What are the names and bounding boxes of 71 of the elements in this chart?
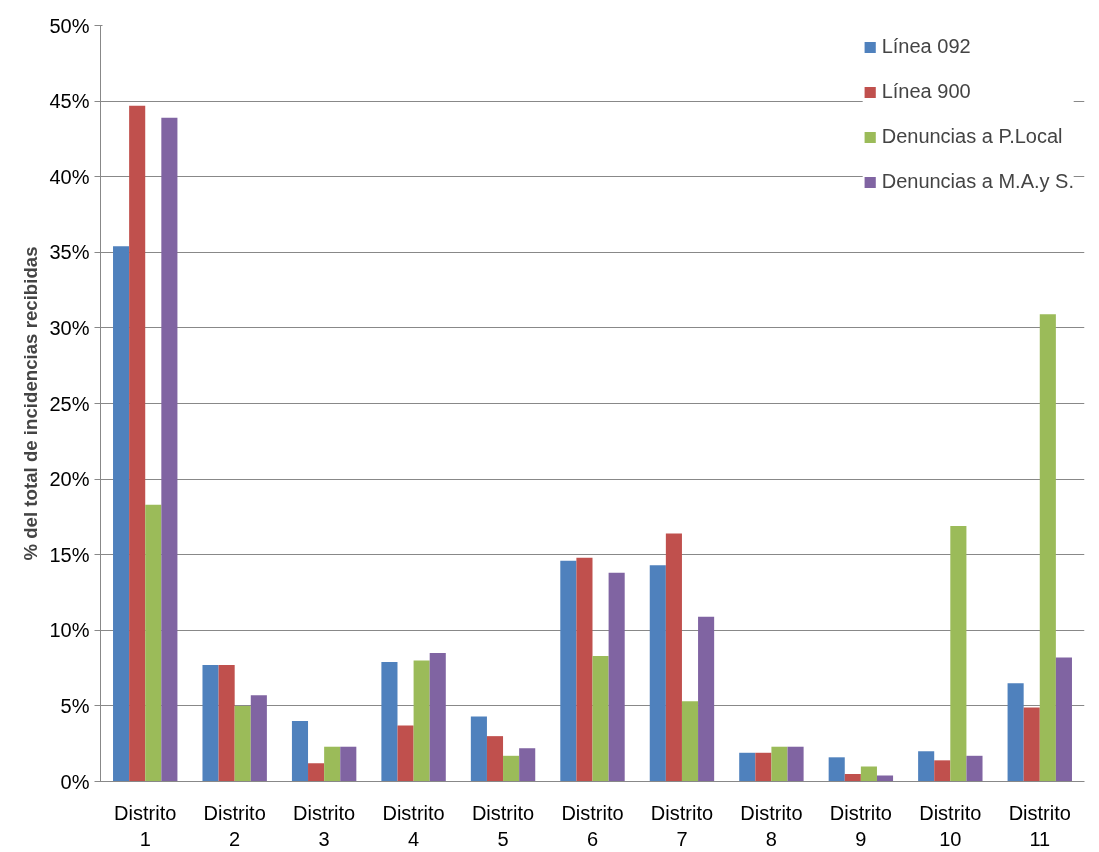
bar [860, 766, 877, 782]
x-tick-label: Distrito 9 [829, 801, 892, 850]
bar [486, 736, 504, 782]
bar [649, 565, 666, 782]
legend-label: Línea 092 [881, 35, 971, 58]
bar [202, 665, 219, 782]
x-tick-label: Distrito 11 [1008, 801, 1071, 850]
x-tick-label: Distrito 7 [650, 801, 714, 850]
bar [755, 752, 772, 782]
bar [381, 662, 398, 782]
bar [250, 695, 267, 782]
bar [665, 533, 682, 782]
bar [918, 751, 935, 782]
bar [966, 755, 983, 782]
y-tick-label: 10% [49, 619, 90, 642]
x-tick-label: Distrito 1 [114, 801, 177, 850]
bar [218, 665, 235, 782]
bar [1023, 707, 1040, 782]
bar [739, 752, 756, 782]
legend-label: Denuncias a M.A.y S. [881, 170, 1074, 193]
y-tick-label: 25% [49, 392, 90, 415]
bar [340, 746, 357, 782]
x-tick-label: Distrito 5 [471, 801, 535, 850]
bar [950, 525, 967, 782]
bar [413, 660, 430, 782]
x-tick-label: Distrito 10 [919, 801, 982, 850]
bar [429, 652, 446, 782]
y-tick-label: 30% [49, 316, 90, 339]
bar [576, 557, 593, 782]
bar [771, 746, 788, 782]
bar [161, 117, 178, 782]
bar [681, 701, 699, 782]
y-tick-label: 45% [49, 90, 90, 113]
bar [234, 705, 251, 782]
legend-label: Línea 900 [881, 80, 971, 103]
x-tick-label: Distrito 2 [203, 801, 266, 850]
bar [592, 656, 609, 782]
bar [308, 763, 325, 782]
x-tick-label: Distrito 6 [561, 801, 624, 850]
bar [129, 105, 146, 782]
y-tick-label: 15% [49, 543, 90, 566]
bar [934, 760, 951, 782]
y-axis-title: % del total de incidencias recibidas [20, 246, 42, 561]
bar [1055, 657, 1072, 782]
y-tick-label: 35% [49, 241, 90, 264]
x-tick-label: Distrito 3 [293, 801, 356, 850]
bar [828, 757, 845, 782]
bar [470, 716, 487, 782]
bar [145, 504, 162, 782]
y-tick-label: 50% [49, 14, 90, 37]
bar [844, 773, 861, 782]
y-tick-label: 0% [60, 770, 90, 793]
bar [608, 572, 625, 782]
bar [291, 721, 309, 782]
bar [113, 246, 130, 782]
bar [519, 748, 536, 782]
bar [560, 560, 577, 782]
bar [1007, 683, 1024, 782]
x-tick-label: Distrito 8 [740, 801, 803, 850]
y-tick-label: 20% [49, 468, 90, 491]
x-tick-label: Distrito 4 [382, 801, 445, 850]
legend-label: Denuncias a P.Local [881, 125, 1063, 148]
bar [324, 746, 341, 782]
bar [1039, 314, 1056, 782]
bar [397, 725, 414, 782]
bar [503, 755, 520, 782]
bar [787, 746, 804, 782]
bar [698, 616, 715, 782]
y-tick-label: 40% [49, 165, 90, 188]
y-tick-label: 5% [60, 694, 90, 717]
bar [876, 775, 894, 782]
